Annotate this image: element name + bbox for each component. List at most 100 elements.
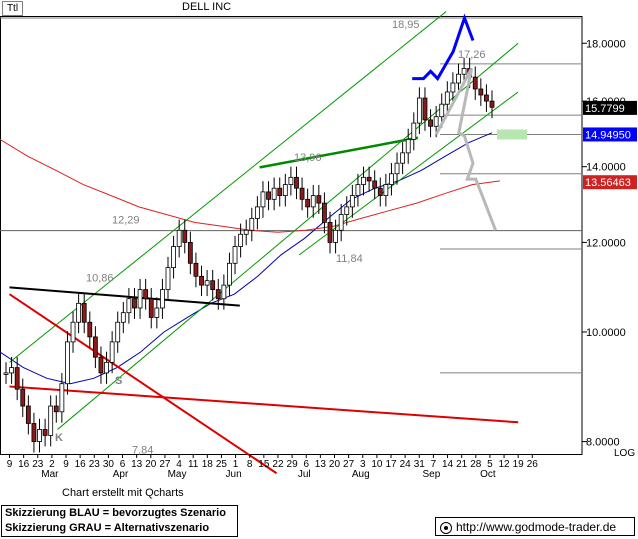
x-tick-label: 30 [103, 459, 115, 470]
price-label: 13,96 [294, 152, 322, 164]
candle-body [428, 119, 433, 127]
candle-body [366, 176, 372, 182]
x-tick-label: 22 [272, 459, 284, 470]
candle-body [53, 405, 59, 413]
x-tick-label: 27 [343, 459, 355, 470]
price-label: 17,26 [458, 49, 486, 61]
scenario-sketches [412, 13, 527, 231]
x-tick-label: 15 [258, 459, 270, 470]
candle-body [333, 229, 338, 243]
globe-icon [440, 522, 452, 534]
blue-scenario-path [412, 13, 475, 82]
candle-body [400, 152, 406, 164]
y-tick-label: 10.0000 [586, 327, 626, 339]
x-tick-label: 7 [431, 459, 437, 470]
candle-body [165, 267, 171, 291]
candle-body [37, 429, 42, 442]
candle-body [193, 262, 199, 277]
candle-body [20, 388, 26, 407]
candle-body [249, 218, 255, 231]
trend-line-red_flat [9, 385, 519, 424]
x-tick-label: 27 [159, 459, 171, 470]
candle-body [282, 184, 288, 196]
website-label: http://www.godmode-trader.de [456, 520, 617, 534]
website-link[interactable]: http://www.godmode-trader.de [435, 517, 635, 536]
candle-body [171, 246, 176, 269]
candle-body [327, 221, 333, 243]
y-tick-label: 14.0000 [586, 162, 626, 174]
candle-body [160, 289, 165, 309]
candle-body [204, 280, 210, 286]
chart-credit: Chart erstellt mit Qcharts [62, 487, 184, 499]
candle-body [383, 184, 389, 196]
candle-body [439, 103, 445, 118]
candle-body [271, 187, 277, 200]
candle-body [444, 91, 450, 105]
candle-body [254, 206, 260, 219]
ticker-label: Ttl [2, 1, 23, 16]
candle-body [137, 289, 143, 309]
blue-level-tag [583, 127, 637, 142]
x-tick-label: 13 [131, 459, 143, 470]
price-chart: 18,95 17,26 13,96 12,29 11,84 10,86 7,84 S K 8.0… [0, 11, 637, 480]
price-label: 7,84 [132, 444, 153, 456]
candle-body [305, 198, 311, 208]
candle-body [31, 423, 37, 442]
month-label: May [168, 469, 187, 480]
month-label: Jul [298, 469, 311, 480]
price-label: 11,84 [336, 253, 363, 265]
x-tick-label: 19 [513, 459, 525, 470]
candle-body [3, 372, 9, 375]
candle-body [456, 73, 461, 84]
x-tick-label: 11 [188, 459, 199, 470]
candle-body [405, 138, 411, 154]
trend-line-red_steep [8, 293, 278, 475]
month-label: Jun [226, 469, 242, 480]
trend-lines [8, 11, 519, 475]
x-tick-label: 16 [18, 459, 30, 470]
candle-body [484, 94, 489, 102]
pattern-label: K [55, 432, 63, 444]
x-tick-label: 26 [527, 459, 539, 470]
x-tick-label: 16 [75, 459, 87, 470]
chart-header: Ttl DELL INC [0, 0, 638, 16]
candle-body [316, 195, 322, 204]
price-label: 12,29 [112, 215, 140, 227]
candle-body [210, 280, 216, 291]
x-tick-label: 13 [315, 459, 327, 470]
candle-body [260, 191, 266, 208]
candle-body [143, 289, 149, 300]
month-label: Apr [113, 469, 129, 480]
legend-blue: Skizzierung BLAU = bevorzugtes Szenario [5, 507, 226, 519]
candle-body [59, 383, 65, 413]
candle-body [215, 289, 221, 300]
candle-body [338, 214, 344, 231]
candle-body [132, 298, 137, 309]
candle-body [238, 233, 244, 247]
x-tick-label: 14 [442, 459, 454, 470]
month-label: Mar [41, 469, 59, 480]
candle-body [14, 367, 20, 390]
red-level-tag-label: 13.56463 [585, 177, 631, 189]
candle-body [115, 321, 121, 343]
month-label: Aug [352, 469, 370, 480]
blue-level-tag-label: 14.94950 [585, 129, 631, 141]
candle-body [288, 176, 294, 185]
candle-body [422, 97, 428, 121]
candle-body [232, 246, 238, 264]
candle-body [87, 321, 93, 338]
ma-fast-line [0, 132, 493, 385]
x-tick-label: 9 [63, 459, 69, 470]
candle-body [187, 242, 193, 264]
candle-body [389, 173, 394, 185]
x-tick-label: 18 [202, 459, 214, 470]
candle-body [65, 341, 70, 385]
candle-body [9, 367, 14, 374]
candle-body [120, 312, 126, 323]
candle-body [294, 176, 299, 189]
x-tick-label: 17 [385, 459, 397, 470]
candle-body [377, 187, 383, 196]
price-annotations: 18,95 17,26 13,96 12,29 11,84 10,86 7,84 S K [55, 19, 486, 456]
x-tick-label: 23 [32, 459, 44, 470]
